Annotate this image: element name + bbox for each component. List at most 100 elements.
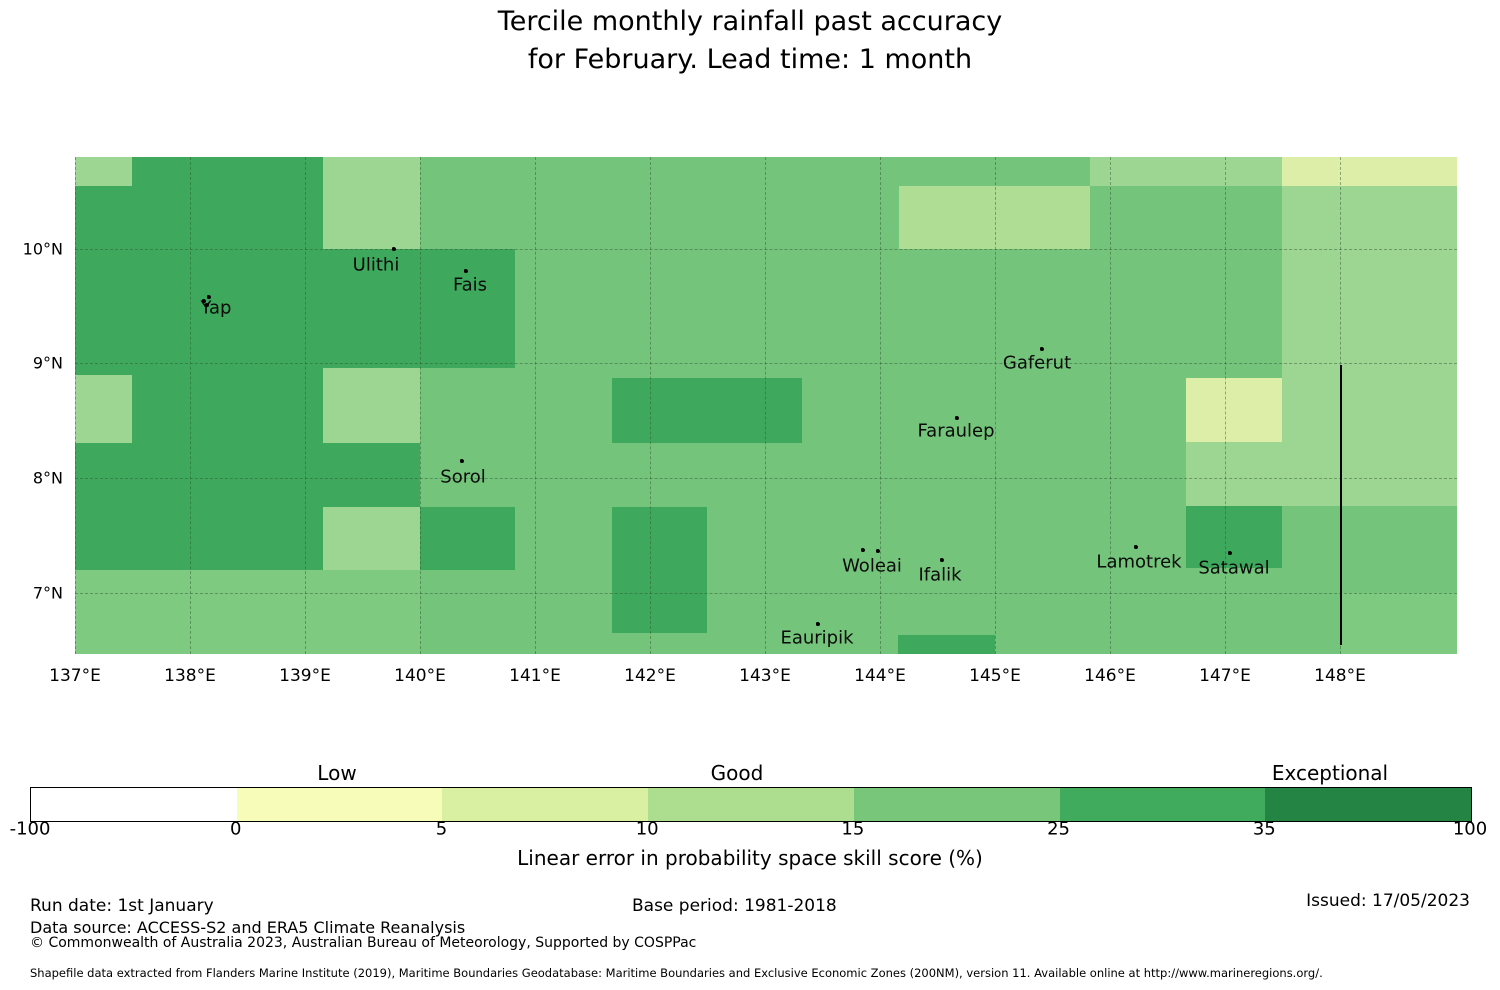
colorbar-tick-label: 15: [841, 818, 865, 840]
map-cell-light: [1090, 157, 1282, 186]
lon-tick-label: 143°E: [739, 666, 791, 686]
lat-tick-label: 7°N: [32, 583, 63, 603]
map-cell-dark: [132, 157, 323, 186]
island-marker-faraulep: [955, 416, 959, 420]
lon-tick-label: 146°E: [1084, 666, 1136, 686]
footer-shapefile-note: Shapefile data extracted from Flanders M…: [30, 966, 1323, 980]
map-cell-light: [75, 375, 132, 443]
island-marker-woleai: [861, 548, 865, 552]
gridline-meridian: [190, 157, 191, 654]
gridline-meridian: [535, 157, 536, 654]
lat-tick-label: 10°N: [22, 239, 63, 259]
gridline-meridian: [1110, 157, 1111, 654]
map-cell-dark: [898, 635, 995, 654]
lon-tick-label: 144°E: [854, 666, 906, 686]
map-cell-base_light: [1341, 593, 1457, 654]
map-cell-dark: [420, 507, 515, 570]
footer-base-period: Base period: 1981-2018: [632, 896, 837, 916]
colorbar-segment: [648, 788, 854, 821]
island-marker-satawal: [1228, 551, 1232, 555]
colorbar-axis-label: Linear error in probability space skill …: [517, 846, 983, 870]
island-label-yap: Yap: [200, 297, 232, 319]
colorbar-tick-label: -100: [9, 818, 51, 840]
gridline-meridian: [75, 157, 76, 654]
island-marker-gaferut: [1040, 347, 1044, 351]
map-cell-base_light: [75, 570, 420, 654]
lon-tick-label: 142°E: [624, 666, 676, 686]
map-cell-dark: [1186, 506, 1282, 568]
colorbar-category-label: Low: [317, 761, 357, 785]
colorbar-segment: [442, 788, 649, 821]
gridline-meridian: [880, 157, 881, 654]
map-cell-light: [323, 507, 420, 570]
colorbar-category-label: Good: [710, 761, 764, 785]
island-marker-yap: [202, 299, 206, 303]
lat-tick-label: 9°N: [32, 353, 63, 373]
island-label-ulithi: Ulithi: [352, 254, 400, 276]
gridline-parallel: [75, 363, 1457, 364]
colorbar-segment: [31, 788, 237, 821]
colorbar-tick-label: 25: [1047, 818, 1071, 840]
footer-issued: Issued: 17/05/2023: [1306, 891, 1470, 911]
map-cell-yellow: [1282, 157, 1457, 186]
colorbar-tick-label: 100: [1452, 818, 1488, 840]
map-cell-dark: [612, 378, 802, 443]
island-label-eauripik: Eauripik: [780, 627, 854, 649]
map-cell-dark: [132, 368, 323, 570]
lon-tick-label: 148°E: [1314, 666, 1366, 686]
colorbar-tick-label: 10: [635, 818, 659, 840]
island-label-ifalik: Ifalik: [918, 564, 962, 586]
map-cell-dark: [75, 249, 132, 375]
island-marker-yap: [207, 295, 211, 299]
map-cell-dark: [612, 507, 707, 633]
gridline-meridian: [305, 157, 306, 654]
island-label-sorol: Sorol: [440, 466, 486, 488]
lon-tick-label: 145°E: [969, 666, 1021, 686]
lon-tick-label: 140°E: [394, 666, 446, 686]
island-marker-eauripik: [816, 622, 820, 626]
colorbar-tick-label: 0: [229, 818, 242, 840]
colorbar-category-label: Exceptional: [1271, 761, 1389, 785]
island-marker-woleai: [876, 549, 880, 553]
map-cell-light: [323, 157, 420, 249]
colorbar-tick-label: 5: [435, 818, 448, 840]
chart-title-line2: for February. Lead time: 1 month: [527, 44, 973, 75]
lon-tick-label: 147°E: [1199, 666, 1251, 686]
island-marker-fais: [464, 269, 468, 273]
gridline-parallel: [75, 593, 1457, 594]
colorbar-segment: [853, 788, 1060, 821]
maritime-boundary-line: [1340, 365, 1342, 645]
footer-copyright: © Commonwealth of Australia 2023, Austra…: [30, 935, 697, 951]
island-label-woleai: Woleai: [842, 555, 902, 577]
colorbar: [30, 787, 1472, 822]
map-cell-light: [323, 368, 420, 443]
gridline-meridian: [1225, 157, 1226, 654]
island-marker-ifalik: [940, 558, 944, 562]
lon-tick-label: 141°E: [509, 666, 561, 686]
colorbar-segment: [1059, 788, 1266, 821]
map-cell-light: [1282, 186, 1457, 506]
gridline-parallel: [75, 478, 1457, 479]
map-cell-dark: [75, 443, 132, 570]
lon-tick-label: 139°E: [279, 666, 331, 686]
colorbar-segment: [236, 788, 443, 821]
gridline-meridian: [420, 157, 421, 654]
gridline-meridian: [765, 157, 766, 654]
footer-run-date: Run date: 1st January: [30, 896, 214, 916]
map-cell-light: [75, 157, 132, 186]
lon-tick-label: 137°E: [49, 666, 101, 686]
island-label-faraulep: Faraulep: [917, 420, 995, 442]
map-cell-yellow: [1186, 378, 1282, 442]
island-label-fais: Fais: [452, 274, 488, 296]
island-marker-yap: [205, 303, 209, 307]
colorbar-segment: [1265, 788, 1471, 821]
map-cell-light: [1186, 442, 1282, 506]
chart-title-line1: Tercile monthly rainfall past accuracy: [497, 6, 1003, 37]
map-cell-dark: [132, 249, 515, 368]
island-marker-ulithi: [392, 247, 396, 251]
lon-tick-label: 138°E: [164, 666, 216, 686]
island-label-gaferut: Gaferut: [1002, 352, 1072, 374]
gridline-meridian: [650, 157, 651, 654]
lat-tick-label: 8°N: [32, 468, 63, 488]
